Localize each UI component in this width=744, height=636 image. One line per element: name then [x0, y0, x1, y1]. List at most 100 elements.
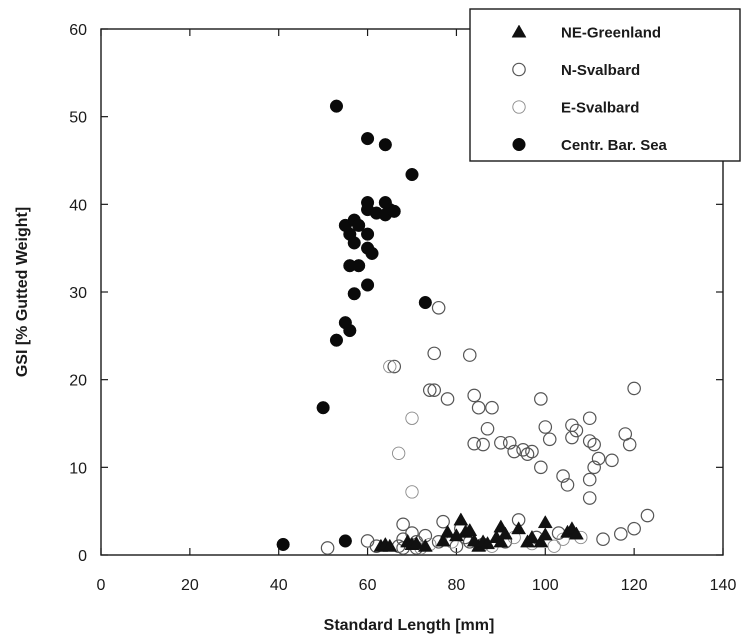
point-n-svalbard — [614, 527, 628, 541]
point-n-svalbard — [640, 508, 655, 523]
point-n-svalbard — [320, 541, 335, 555]
point-centr-bar-sea — [365, 246, 379, 260]
point-n-svalbard — [534, 392, 548, 406]
legend-label-centr-bar-sea: Centr. Bar. Sea — [561, 137, 668, 154]
point-ne-greenland — [537, 527, 553, 541]
point-n-svalbard — [467, 388, 481, 403]
point-ne-greenland — [382, 538, 398, 552]
point-n-svalbard — [596, 532, 610, 547]
point-e-svalbard — [547, 539, 561, 553]
point-ne-greenland — [537, 515, 553, 529]
y-tick-labels: 0 10 20 30 40 50 60 — [69, 22, 87, 565]
point-centr-bar-sea — [347, 236, 361, 250]
x-tick-label: 80 — [448, 577, 466, 594]
y-tick-label: 20 — [69, 373, 87, 390]
point-ne-greenland — [435, 533, 451, 547]
legend-marker-n-svalbard — [512, 62, 526, 77]
point-n-svalbard — [507, 444, 521, 459]
point-ne-greenland — [568, 526, 584, 540]
y-tick-label: 50 — [69, 110, 87, 127]
point-n-svalbard — [462, 348, 477, 362]
point-n-svalbard — [582, 491, 597, 505]
point-n-svalbard — [502, 435, 517, 450]
point-centr-bar-sea — [418, 295, 432, 310]
data-points — [276, 99, 655, 555]
point-ne-greenland — [524, 529, 540, 543]
point-centr-bar-sea — [378, 138, 392, 152]
point-n-svalbard — [485, 400, 499, 415]
point-ne-greenland — [462, 522, 478, 536]
x-tick-label: 40 — [270, 577, 288, 594]
point-ne-greenland — [453, 512, 469, 526]
point-n-svalbard — [480, 421, 495, 436]
point-n-svalbard — [525, 444, 539, 459]
x-tick-label: 20 — [181, 577, 199, 594]
x-tick-label: 0 — [97, 577, 106, 594]
point-n-svalbard — [471, 400, 486, 415]
y-axis-title: GSI [% Gutted Weight] — [14, 207, 31, 377]
y-tick-label: 0 — [78, 548, 87, 565]
legend-marker-ne-greenland — [511, 24, 527, 38]
point-centr-bar-sea — [361, 278, 375, 292]
point-n-svalbard — [591, 451, 606, 466]
point-centr-bar-sea — [405, 167, 419, 182]
point-e-svalbard — [405, 485, 419, 499]
y-tick-label: 60 — [69, 22, 87, 39]
point-n-svalbard — [431, 300, 446, 315]
point-n-svalbard — [560, 478, 575, 492]
point-n-svalbard — [569, 423, 584, 438]
point-centr-bar-sea — [361, 132, 375, 146]
x-tick-label: 60 — [359, 577, 377, 594]
legend-label-e-svalbard: E-Svalbard — [561, 100, 639, 117]
point-n-svalbard — [627, 521, 641, 536]
point-n-svalbard — [565, 430, 579, 445]
point-ne-greenland — [511, 521, 527, 535]
point-n-svalbard — [396, 517, 410, 532]
legend-label-n-svalbard: N-Svalbard — [561, 62, 640, 79]
x-axis-title: Standard Length [mm] — [324, 617, 495, 634]
point-n-svalbard — [556, 469, 570, 483]
point-centr-bar-sea — [347, 287, 361, 301]
y-tick-label: 30 — [69, 285, 87, 302]
point-e-svalbard — [392, 446, 406, 460]
point-e-svalbard — [405, 411, 419, 425]
point-n-svalbard — [605, 453, 619, 468]
point-n-svalbard — [494, 435, 508, 450]
point-ne-greenland — [493, 534, 509, 548]
point-ne-greenland — [497, 526, 513, 540]
point-n-svalbard — [627, 381, 641, 396]
point-n-svalbard — [467, 436, 481, 451]
point-n-svalbard — [587, 460, 601, 475]
point-ne-greenland — [440, 524, 455, 538]
point-centr-bar-sea — [352, 259, 366, 273]
point-centr-bar-sea — [338, 534, 352, 548]
point-n-svalbard — [622, 437, 637, 452]
point-n-svalbard — [582, 411, 597, 426]
point-n-svalbard — [538, 420, 553, 434]
x-tick-label: 100 — [532, 577, 559, 594]
x-tick-label: 120 — [621, 577, 648, 594]
point-n-svalbard — [360, 534, 375, 548]
legend-items: NE-Greenland N-Svalbard E-Svalbard Centr. B… — [511, 24, 668, 154]
point-centr-bar-sea — [329, 99, 344, 113]
x-tick-label: 140 — [710, 577, 737, 594]
legend-marker-centr-bar-sea — [512, 137, 526, 152]
point-ne-greenland — [417, 538, 433, 552]
point-centr-bar-sea — [387, 204, 401, 218]
point-n-svalbard — [582, 434, 597, 448]
point-centr-bar-sea — [329, 333, 344, 347]
point-e-svalbard — [383, 359, 397, 374]
y-tick-label: 10 — [69, 460, 87, 477]
y-tick-label: 40 — [69, 197, 87, 214]
legend: NE-Greenland N-Svalbard E-Svalbard Centr. B… — [469, 8, 741, 162]
point-ne-greenland — [533, 534, 549, 548]
point-n-svalbard — [427, 346, 442, 361]
point-n-svalbard — [436, 514, 450, 529]
point-centr-bar-sea — [343, 324, 357, 338]
point-n-svalbard — [565, 418, 579, 433]
point-n-svalbard — [587, 437, 601, 452]
point-n-svalbard — [534, 460, 548, 475]
point-n-svalbard — [542, 432, 557, 447]
point-centr-bar-sea — [361, 227, 375, 241]
